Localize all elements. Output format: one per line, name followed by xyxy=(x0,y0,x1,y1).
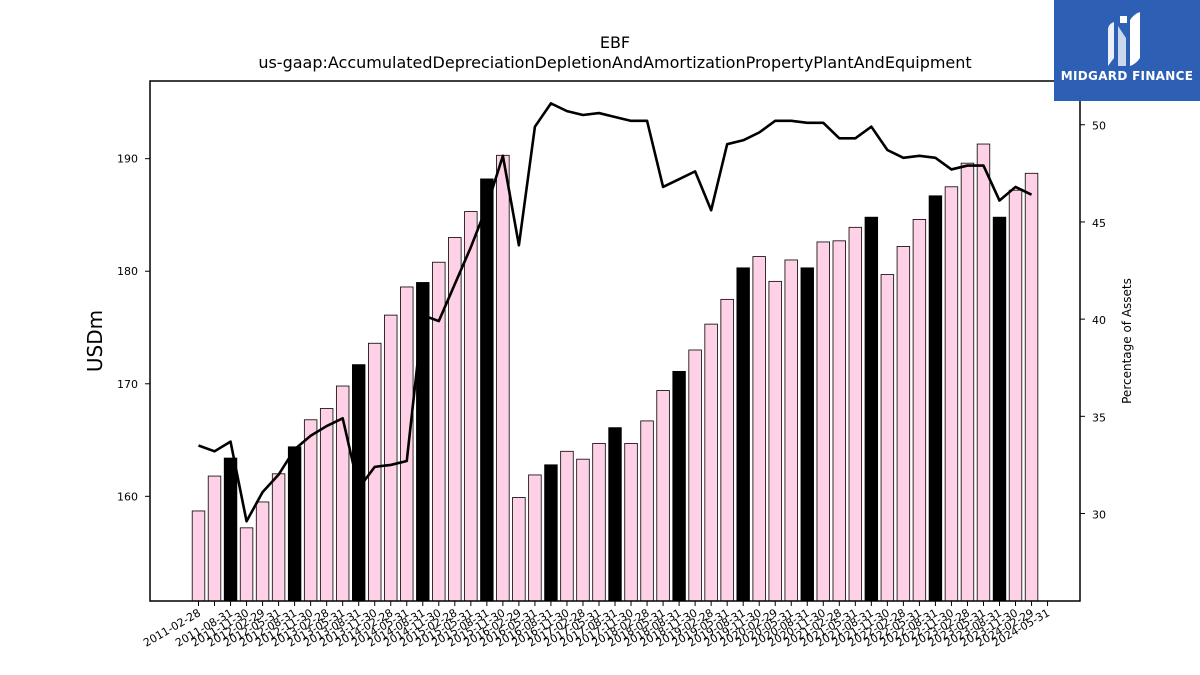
bar-2022-02-28 xyxy=(896,246,911,602)
bar-2015-05-31 xyxy=(464,211,478,602)
y-tick-label: 170 xyxy=(117,378,138,391)
bar-2022-05-31 xyxy=(912,219,927,602)
bar-2022-11-30 xyxy=(944,186,959,602)
bar-2020-11-30 xyxy=(816,241,830,602)
bar-2021-02-28 xyxy=(832,240,847,602)
bar-2019-08-31 xyxy=(736,267,750,602)
bar-2011-02-28 xyxy=(191,510,206,602)
bar-2023-02-28 xyxy=(960,162,975,602)
line-layer xyxy=(198,102,1033,523)
y-tick-label: 190 xyxy=(117,153,138,166)
bar-2012-05-31 xyxy=(271,473,286,602)
bar-2013-02-28 xyxy=(319,408,334,602)
logo-text: MIDGARD FINANCE xyxy=(1060,69,1194,83)
bar-2021-08-31 xyxy=(864,216,879,602)
bar-2018-08-31 xyxy=(672,370,686,602)
y2-tick-label: 50 xyxy=(1092,120,1106,133)
y2-tick-label: 35 xyxy=(1092,411,1106,424)
bar-2023-11-30 xyxy=(1008,189,1023,602)
bar-2018-11-30 xyxy=(688,349,702,602)
y-tick-label: 180 xyxy=(117,265,138,278)
y2-axis-label: Percentage of Assets xyxy=(1120,278,1134,404)
logo-mark-icon xyxy=(1108,12,1140,66)
bar-2024-02-29 xyxy=(1024,172,1039,602)
bar-2017-05-31 xyxy=(592,443,606,602)
percentage-line xyxy=(198,102,1033,523)
y2-tick-label: 30 xyxy=(1092,509,1106,522)
bar-2020-05-31 xyxy=(784,259,798,602)
bar-2016-05-31 xyxy=(528,474,542,602)
bar-2016-02-29 xyxy=(512,497,526,602)
bar-2012-08-31 xyxy=(287,446,302,602)
bar-2020-08-31 xyxy=(800,267,814,602)
bar-2017-02-28 xyxy=(576,458,590,602)
bars-layer xyxy=(191,143,1039,602)
bar-2011-11-30 xyxy=(239,527,254,602)
bar-2014-02-28 xyxy=(384,314,398,602)
y-tick-label: 160 xyxy=(117,490,138,503)
bar-2018-05-31 xyxy=(656,390,670,602)
y2-tick-label: 40 xyxy=(1092,314,1106,327)
bar-2011-08-31 xyxy=(223,457,238,602)
bar-2019-11-30 xyxy=(752,256,766,602)
y-axis-label: USDm xyxy=(83,310,107,372)
chart-subtitle: us-gaap:AccumulatedDepreciationDepletion… xyxy=(258,53,971,72)
brand-logo: MIDGARD FINANCE xyxy=(1054,0,1200,101)
bar-2012-02-29 xyxy=(255,501,270,602)
bar-2011-05-31 xyxy=(207,475,222,602)
bar-2016-11-30 xyxy=(560,450,574,602)
bar-2015-11-30 xyxy=(496,154,510,602)
y2-tick-label: 45 xyxy=(1092,217,1106,230)
bar-2021-05-31 xyxy=(848,226,863,602)
bar-2019-02-28 xyxy=(704,323,718,602)
bar-2018-02-28 xyxy=(640,420,654,602)
chart-title: EBF xyxy=(600,33,630,52)
bar-2022-08-31 xyxy=(928,195,943,602)
bar-2015-08-31 xyxy=(480,178,494,602)
bar-2017-08-31 xyxy=(608,427,622,602)
bar-2021-11-30 xyxy=(880,274,895,602)
bar-2020-02-29 xyxy=(768,280,782,602)
bar-2014-08-31 xyxy=(416,282,430,602)
bar-2023-08-31 xyxy=(992,216,1007,602)
bar-2023-05-31 xyxy=(976,143,991,602)
bar-2016-08-31 xyxy=(544,464,558,602)
bar-2014-05-31 xyxy=(400,286,414,602)
bar-2019-05-31 xyxy=(720,298,734,602)
bar-2012-11-30 xyxy=(303,419,318,602)
bar-2017-11-30 xyxy=(624,443,638,602)
